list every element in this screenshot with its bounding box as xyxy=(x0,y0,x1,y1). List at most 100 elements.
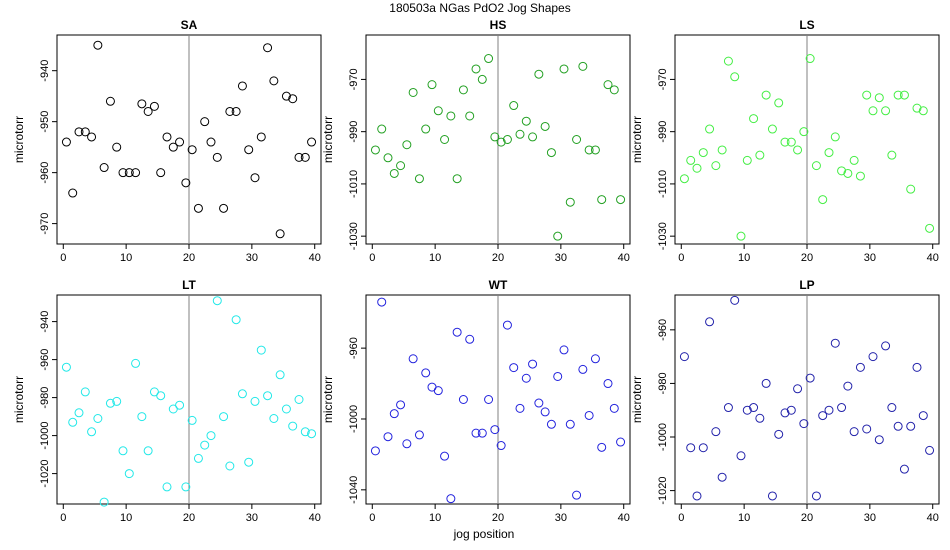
data-point xyxy=(774,98,784,108)
data-point xyxy=(244,457,254,467)
data-point xyxy=(818,195,828,205)
x-tick-label: 10 xyxy=(429,252,441,264)
data-point xyxy=(93,40,103,50)
data-point xyxy=(786,405,796,415)
data-point xyxy=(559,64,569,74)
data-point xyxy=(383,153,393,163)
y-tick-label: -980 xyxy=(39,387,51,409)
y-tick-label: -1010 xyxy=(657,170,669,198)
x-tick-label: 10 xyxy=(429,512,441,524)
data-point xyxy=(370,446,380,456)
data-point xyxy=(818,411,828,421)
data-point xyxy=(767,124,777,134)
data-point xyxy=(874,93,884,103)
data-point xyxy=(603,379,613,389)
data-point xyxy=(408,87,418,97)
data-point xyxy=(578,61,588,71)
data-point xyxy=(256,132,266,142)
data-point xyxy=(124,469,134,479)
data-point xyxy=(767,491,777,501)
data-point xyxy=(212,152,222,162)
data-point xyxy=(200,117,210,127)
y-axis-label: microtorr xyxy=(12,376,26,423)
y-tick-label: -940 xyxy=(39,311,51,333)
data-point xyxy=(521,116,531,126)
data-point xyxy=(912,362,922,372)
data-point xyxy=(74,408,84,418)
data-point xyxy=(692,163,702,173)
y-axis-label: microtorr xyxy=(630,116,644,163)
x-tick-label: 40 xyxy=(927,252,939,264)
data-point xyxy=(528,132,538,142)
data-point xyxy=(925,445,935,455)
x-tick-label: 40 xyxy=(309,512,321,524)
data-point xyxy=(187,145,197,155)
x-tick-label: 30 xyxy=(864,512,876,524)
data-point xyxy=(105,96,115,106)
data-point xyxy=(61,137,71,147)
x-tick-label: 10 xyxy=(738,252,750,264)
x-tick-label: 40 xyxy=(618,512,630,524)
data-point xyxy=(509,363,519,373)
data-point xyxy=(143,106,153,116)
data-point xyxy=(206,137,216,147)
data-point xyxy=(87,427,97,437)
panel-title: LT xyxy=(182,278,196,292)
y-tick-label: -960 xyxy=(348,337,360,359)
data-point xyxy=(396,400,406,410)
data-point xyxy=(559,345,569,355)
y-axis-label: microtorr xyxy=(321,376,335,423)
y-tick-label: -960 xyxy=(657,319,669,341)
data-point xyxy=(156,391,166,401)
y-tick-label: -950 xyxy=(39,111,51,133)
data-point xyxy=(502,135,512,144)
data-point xyxy=(705,124,715,134)
data-point xyxy=(458,85,468,95)
data-point xyxy=(887,403,897,413)
data-point xyxy=(433,386,443,396)
data-point xyxy=(616,437,626,447)
data-point xyxy=(590,145,600,155)
data-point xyxy=(686,443,696,453)
x-tick-label: 40 xyxy=(927,512,939,524)
figure-x-axis-label: jog position xyxy=(453,527,515,541)
data-point xyxy=(565,419,575,429)
data-point xyxy=(74,127,84,137)
data-point xyxy=(68,417,78,427)
data-point xyxy=(496,441,506,451)
data-point xyxy=(288,94,298,104)
data-point xyxy=(830,132,840,142)
data-point xyxy=(484,54,494,64)
data-point xyxy=(421,124,431,134)
data-point xyxy=(686,155,696,165)
y-tick-label: -1010 xyxy=(348,170,360,198)
y-axis-label: microtorr xyxy=(12,116,26,163)
data-point xyxy=(137,412,147,422)
data-point xyxy=(698,148,708,158)
x-tick-label: 20 xyxy=(492,252,504,264)
data-point xyxy=(893,90,903,100)
data-point xyxy=(849,427,859,437)
data-point xyxy=(212,296,222,306)
data-point xyxy=(250,396,260,406)
x-tick-label: 20 xyxy=(183,512,195,524)
data-point xyxy=(112,142,122,152)
data-point xyxy=(137,99,147,109)
data-point xyxy=(440,451,450,461)
data-point xyxy=(269,76,279,86)
x-tick-label: 20 xyxy=(492,512,504,524)
panel-title: HS xyxy=(490,18,507,32)
y-axis-label: microtorr xyxy=(630,376,644,423)
panels: SA 0 10 20 30 40 -940 -950 -960 -970 microtorr HS 0 1… xyxy=(12,18,940,524)
data-point xyxy=(609,403,619,413)
data-point xyxy=(918,106,928,116)
data-point xyxy=(237,81,247,91)
data-point xyxy=(705,317,715,327)
y-tick-label: -970 xyxy=(39,213,51,235)
x-tick-label: 40 xyxy=(618,252,630,264)
data-point xyxy=(540,407,550,417)
data-point xyxy=(370,145,380,155)
data-point xyxy=(730,72,740,82)
data-point xyxy=(515,129,525,139)
